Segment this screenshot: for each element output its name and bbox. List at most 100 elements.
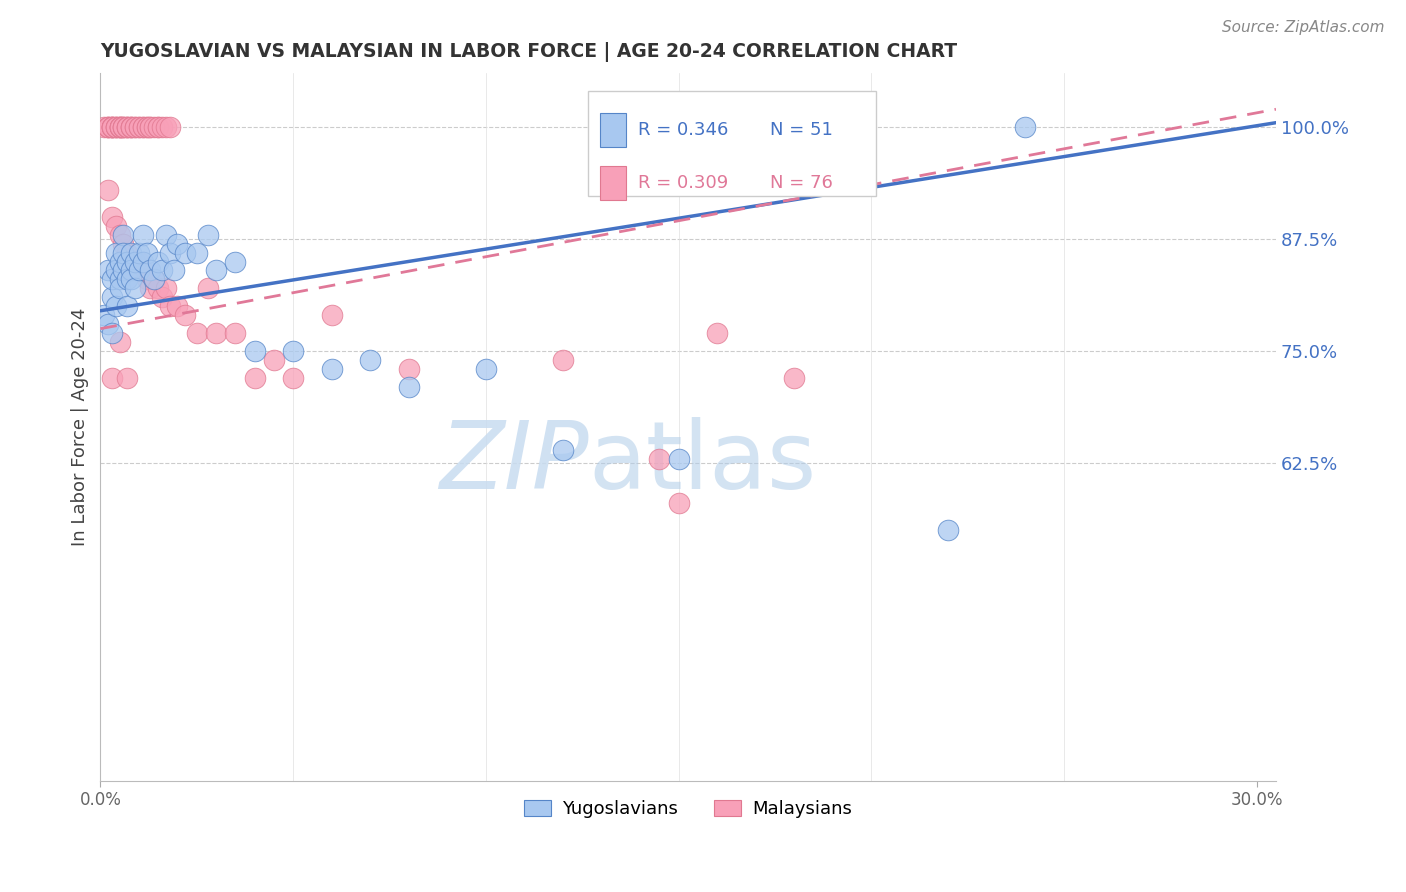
Point bbox=[132, 254, 155, 268]
Point bbox=[205, 326, 228, 341]
Point bbox=[551, 353, 574, 368]
Point bbox=[104, 263, 127, 277]
Point bbox=[135, 245, 157, 260]
Point bbox=[104, 120, 127, 135]
Point bbox=[108, 227, 131, 242]
Point bbox=[128, 120, 150, 135]
Point bbox=[117, 245, 139, 260]
Point bbox=[124, 120, 146, 135]
Point bbox=[112, 227, 135, 242]
Text: ZIP: ZIP bbox=[439, 417, 588, 508]
Point bbox=[143, 120, 166, 135]
Point bbox=[93, 120, 115, 135]
Point bbox=[475, 362, 498, 376]
Point bbox=[112, 120, 135, 135]
Point bbox=[97, 183, 120, 197]
Text: N = 76: N = 76 bbox=[770, 174, 834, 192]
Point bbox=[132, 227, 155, 242]
Point bbox=[197, 281, 219, 295]
Point bbox=[146, 254, 169, 268]
Text: Source: ZipAtlas.com: Source: ZipAtlas.com bbox=[1222, 20, 1385, 35]
Point bbox=[159, 120, 181, 135]
Point bbox=[117, 272, 139, 286]
FancyBboxPatch shape bbox=[588, 91, 876, 196]
Point bbox=[1014, 120, 1036, 135]
Point bbox=[132, 120, 155, 135]
Point bbox=[132, 263, 155, 277]
Point bbox=[132, 120, 155, 135]
Point bbox=[124, 254, 146, 268]
Point bbox=[104, 299, 127, 313]
Point bbox=[104, 245, 127, 260]
Point bbox=[97, 120, 120, 135]
Point bbox=[146, 281, 169, 295]
Point bbox=[108, 120, 131, 135]
Point bbox=[166, 299, 188, 313]
Point bbox=[101, 326, 124, 341]
Point bbox=[101, 210, 124, 224]
Point bbox=[150, 290, 173, 304]
Point bbox=[108, 120, 131, 135]
Point bbox=[143, 272, 166, 286]
Point bbox=[97, 317, 120, 331]
Point bbox=[263, 353, 285, 368]
Point bbox=[120, 120, 142, 135]
Point bbox=[155, 227, 177, 242]
Text: R = 0.309: R = 0.309 bbox=[637, 174, 728, 192]
Point bbox=[398, 362, 420, 376]
Point bbox=[101, 120, 124, 135]
FancyBboxPatch shape bbox=[600, 113, 626, 147]
Point bbox=[117, 299, 139, 313]
Point bbox=[117, 371, 139, 385]
FancyBboxPatch shape bbox=[600, 166, 626, 200]
Point bbox=[150, 263, 173, 277]
Point bbox=[104, 120, 127, 135]
Point bbox=[112, 236, 135, 251]
Point bbox=[783, 371, 806, 385]
Text: N = 51: N = 51 bbox=[770, 121, 834, 139]
Point bbox=[93, 308, 115, 322]
Point bbox=[97, 263, 120, 277]
Point bbox=[139, 120, 162, 135]
Point bbox=[101, 272, 124, 286]
Point bbox=[97, 120, 120, 135]
Point bbox=[124, 281, 146, 295]
Point bbox=[281, 371, 304, 385]
Point bbox=[359, 353, 381, 368]
Point bbox=[112, 245, 135, 260]
Point bbox=[321, 308, 343, 322]
Point bbox=[186, 245, 208, 260]
Text: atlas: atlas bbox=[588, 417, 817, 508]
Point bbox=[551, 442, 574, 457]
Point bbox=[108, 120, 131, 135]
Point bbox=[108, 120, 131, 135]
Point bbox=[117, 120, 139, 135]
Point bbox=[108, 272, 131, 286]
Point bbox=[281, 344, 304, 359]
Point bbox=[936, 523, 959, 537]
Point bbox=[166, 236, 188, 251]
Point bbox=[224, 254, 246, 268]
Point bbox=[135, 120, 157, 135]
Point bbox=[117, 120, 139, 135]
Legend: Yugoslavians, Malaysians: Yugoslavians, Malaysians bbox=[517, 792, 859, 825]
Point bbox=[648, 451, 671, 466]
Point bbox=[174, 308, 197, 322]
Point bbox=[668, 451, 690, 466]
Point bbox=[224, 326, 246, 341]
Point bbox=[150, 120, 173, 135]
Point bbox=[205, 263, 228, 277]
Text: R = 0.346: R = 0.346 bbox=[637, 121, 728, 139]
Point bbox=[321, 362, 343, 376]
Point bbox=[101, 290, 124, 304]
Point bbox=[139, 281, 162, 295]
Point bbox=[120, 263, 142, 277]
Point bbox=[120, 272, 142, 286]
Point bbox=[398, 380, 420, 394]
Point bbox=[706, 326, 728, 341]
Point bbox=[668, 496, 690, 510]
Point bbox=[146, 120, 169, 135]
Y-axis label: In Labor Force | Age 20-24: In Labor Force | Age 20-24 bbox=[72, 308, 89, 547]
Point bbox=[108, 254, 131, 268]
Point bbox=[101, 120, 124, 135]
